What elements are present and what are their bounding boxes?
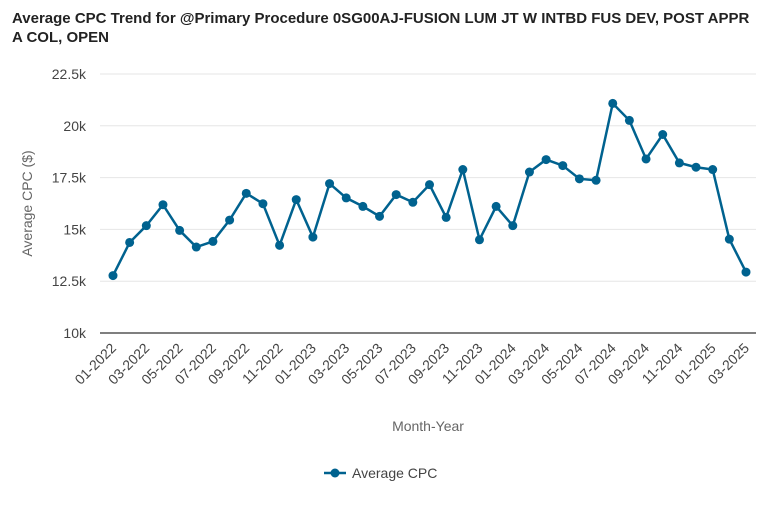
legend-label: Average CPC (352, 465, 437, 481)
data-point (275, 240, 285, 250)
data-point (724, 234, 734, 244)
data-point (425, 180, 434, 190)
data-point (191, 242, 201, 252)
data-point (258, 199, 268, 209)
y-tick-label: 20k (63, 118, 87, 134)
data-point (391, 190, 401, 200)
y-tick-label: 22.5k (52, 66, 87, 82)
data-point (441, 212, 451, 222)
data-point (658, 130, 668, 140)
data-point (674, 158, 684, 168)
chart-title: Average CPC Trend for @Primary Procedure… (12, 10, 750, 46)
data-point (291, 195, 301, 205)
y-axis-title: Average CPC ($) (19, 150, 35, 256)
x-axis-title: Month-Year (392, 418, 464, 434)
y-tick-label: 15k (63, 221, 87, 237)
data-point (341, 193, 351, 203)
y-tick-label: 10k (63, 325, 87, 341)
data-point (408, 197, 418, 207)
data-point (158, 200, 168, 210)
data-point (375, 211, 385, 221)
data-point (691, 162, 701, 172)
data-point (541, 155, 551, 165)
data-point (741, 267, 751, 277)
y-tick-label: 12.5k (52, 273, 87, 289)
data-point (241, 188, 251, 198)
data-point (175, 225, 185, 235)
data-point (325, 179, 335, 189)
data-point (208, 236, 218, 246)
data-point (608, 98, 618, 108)
y-tick-label: 17.5k (52, 170, 87, 186)
data-point (458, 165, 468, 175)
data-point (641, 154, 651, 164)
data-point (108, 271, 118, 281)
data-point (125, 237, 135, 247)
series-line (111, 100, 748, 277)
data-point (225, 215, 235, 225)
data-point (524, 167, 534, 177)
data-point (508, 221, 518, 231)
data-point (308, 232, 318, 242)
data-point (708, 165, 718, 175)
legend-marker (330, 468, 340, 478)
data-point (491, 201, 501, 211)
data-point (558, 161, 568, 171)
data-point (474, 235, 484, 245)
data-point (624, 115, 634, 125)
data-point (141, 221, 151, 231)
data-point (358, 201, 368, 211)
data-point (574, 174, 584, 184)
data-point (591, 175, 601, 185)
